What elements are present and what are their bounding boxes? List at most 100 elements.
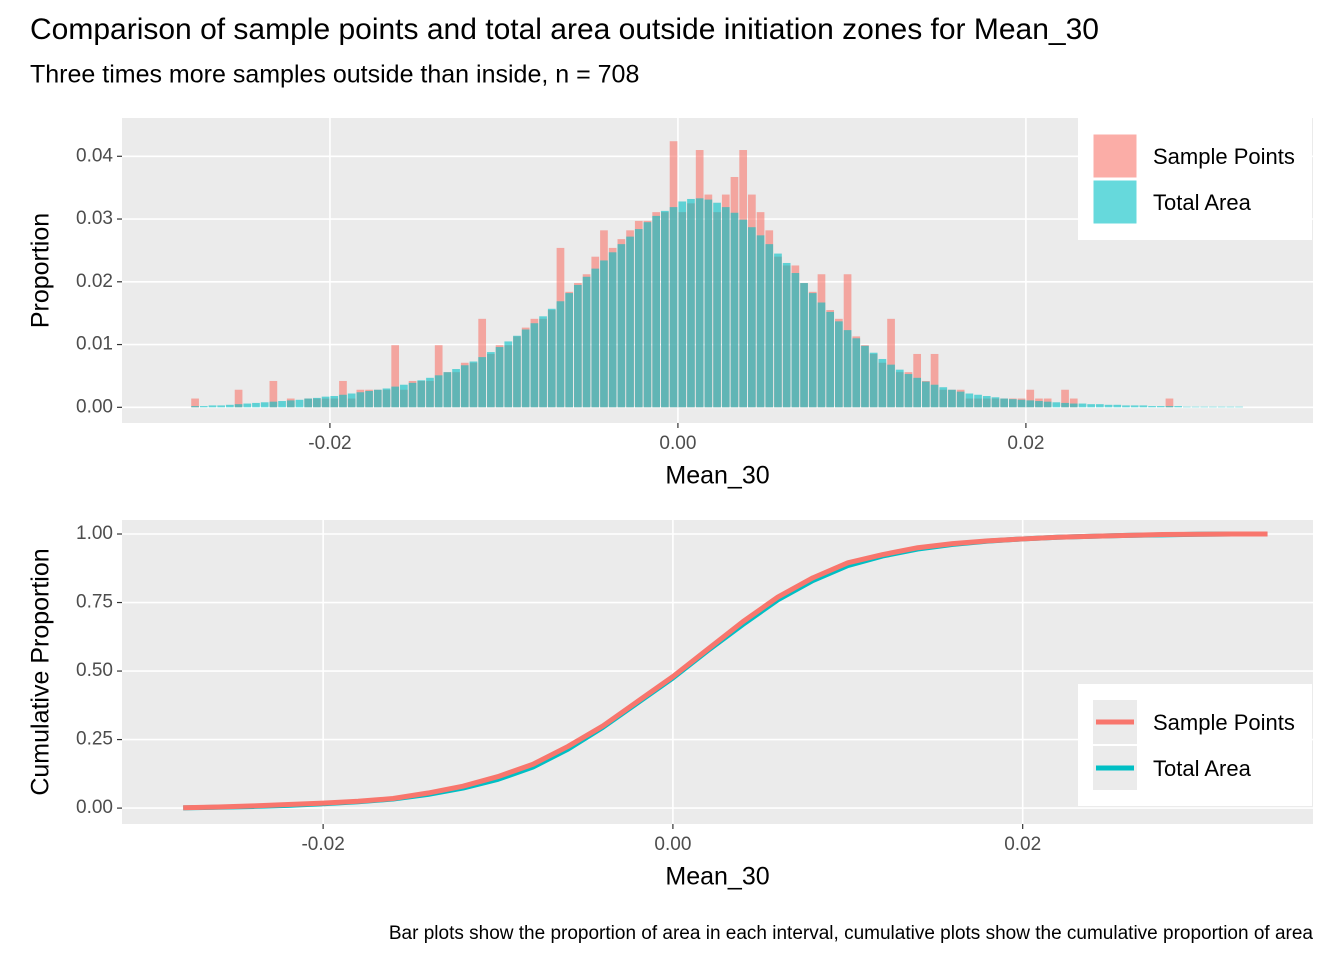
y-tick-label: 0.03 bbox=[76, 208, 113, 229]
bar bbox=[521, 329, 530, 408]
x-tick-label: -0.02 bbox=[301, 834, 344, 855]
bar bbox=[1078, 403, 1087, 408]
bar bbox=[887, 364, 895, 408]
bar bbox=[339, 394, 347, 408]
legend-key bbox=[1092, 133, 1138, 179]
y-tick-label: 0.04 bbox=[76, 145, 113, 166]
x-tick-label: 0.00 bbox=[654, 834, 691, 855]
legend-label: Total Area bbox=[1153, 190, 1252, 215]
bar bbox=[956, 391, 965, 408]
y-tick-label: 1.00 bbox=[76, 523, 113, 544]
bar bbox=[1148, 406, 1156, 408]
bar bbox=[895, 369, 904, 408]
bar bbox=[191, 398, 199, 408]
y-axis-title: Cumulative Proportion bbox=[27, 548, 55, 795]
bar bbox=[252, 402, 260, 408]
bar bbox=[930, 384, 939, 408]
bar bbox=[478, 357, 487, 408]
y-axis-title: Proportion bbox=[27, 213, 55, 328]
bar bbox=[1174, 406, 1183, 408]
bar bbox=[704, 199, 713, 408]
y-tick-label: 0.02 bbox=[76, 271, 113, 292]
bar bbox=[260, 402, 269, 408]
bar bbox=[365, 390, 373, 408]
bar bbox=[1026, 400, 1035, 408]
bar bbox=[1209, 406, 1217, 408]
title: Comparison of sample points and total ar… bbox=[30, 13, 1099, 46]
bar bbox=[661, 210, 669, 408]
bar bbox=[226, 404, 234, 408]
bar bbox=[843, 330, 852, 408]
bar bbox=[608, 252, 617, 408]
bar bbox=[321, 396, 330, 408]
bar bbox=[191, 406, 199, 408]
bar bbox=[713, 202, 721, 408]
bar bbox=[1217, 406, 1226, 408]
bar bbox=[617, 244, 626, 408]
bar bbox=[373, 389, 382, 408]
subtitle: Three times more samples outside than in… bbox=[30, 61, 639, 89]
bar bbox=[495, 347, 504, 408]
bar bbox=[547, 308, 556, 408]
bar bbox=[852, 338, 861, 408]
bar bbox=[765, 244, 774, 408]
bar bbox=[869, 352, 878, 408]
bar bbox=[1035, 401, 1043, 408]
bar bbox=[817, 302, 826, 408]
x-tick-label: -0.02 bbox=[308, 433, 351, 454]
bar bbox=[695, 198, 704, 408]
bar bbox=[1043, 401, 1052, 408]
bar bbox=[1139, 405, 1148, 408]
bar bbox=[800, 283, 808, 408]
x-tick-label: 0.02 bbox=[1004, 834, 1041, 855]
bar bbox=[391, 386, 400, 408]
bar bbox=[1087, 404, 1096, 408]
bar bbox=[330, 396, 339, 408]
bar bbox=[774, 253, 782, 408]
x-axis-title: Mean_30 bbox=[665, 863, 769, 891]
bar bbox=[208, 405, 217, 408]
bar bbox=[930, 353, 939, 408]
bar bbox=[234, 389, 243, 408]
bar bbox=[913, 377, 922, 408]
bar bbox=[487, 352, 495, 408]
bar bbox=[791, 273, 800, 408]
bar bbox=[730, 212, 739, 408]
bar bbox=[356, 392, 365, 408]
bar bbox=[904, 374, 913, 408]
bar bbox=[295, 399, 304, 408]
bar bbox=[278, 401, 286, 408]
y-tick-label: 0.00 bbox=[76, 396, 113, 417]
legend-label: Sample Points bbox=[1153, 710, 1295, 735]
legend-label: Sample Points bbox=[1153, 144, 1295, 169]
bar bbox=[1000, 398, 1009, 408]
legend-key bbox=[1092, 179, 1138, 225]
bar bbox=[1235, 406, 1243, 408]
bar bbox=[756, 235, 765, 408]
bar bbox=[234, 404, 243, 408]
y-tick-label: 0.50 bbox=[76, 660, 113, 681]
bar bbox=[1113, 404, 1122, 408]
bar bbox=[739, 219, 748, 408]
bar bbox=[678, 201, 687, 408]
y-tick-label: 0.25 bbox=[76, 729, 113, 750]
bar bbox=[1122, 405, 1130, 408]
bar bbox=[408, 382, 417, 408]
bar bbox=[991, 397, 1000, 408]
bar bbox=[826, 311, 835, 408]
bar bbox=[721, 207, 730, 408]
bar bbox=[347, 393, 356, 408]
bar bbox=[591, 268, 600, 408]
bar bbox=[1104, 404, 1113, 408]
bar bbox=[1069, 403, 1078, 408]
bar bbox=[286, 400, 295, 408]
bar bbox=[1191, 406, 1200, 408]
bar bbox=[1226, 406, 1235, 408]
x-axis-title: Mean_30 bbox=[665, 462, 769, 490]
bar bbox=[574, 284, 582, 408]
x-tick-label: 0.00 bbox=[659, 433, 696, 454]
bar bbox=[199, 406, 208, 408]
bar bbox=[643, 222, 652, 408]
bar bbox=[1165, 398, 1174, 408]
